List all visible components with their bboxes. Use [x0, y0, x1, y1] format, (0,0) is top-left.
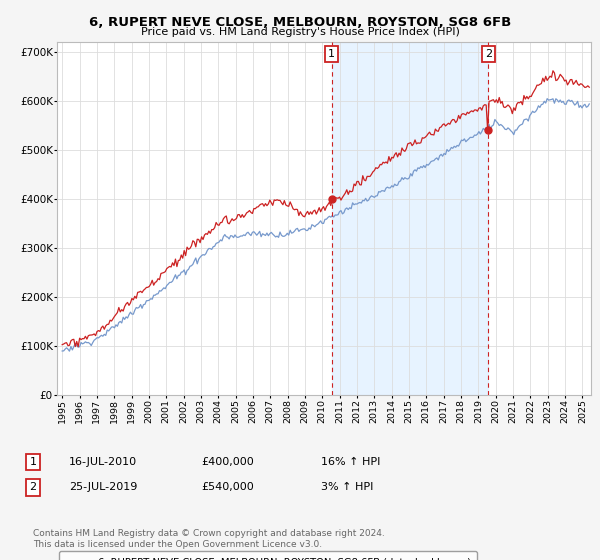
Text: 2: 2	[29, 482, 37, 492]
Text: 25-JUL-2019: 25-JUL-2019	[69, 482, 137, 492]
Text: 3% ↑ HPI: 3% ↑ HPI	[321, 482, 373, 492]
Text: 1: 1	[29, 457, 37, 467]
Text: £540,000: £540,000	[201, 482, 254, 492]
Text: £400,000: £400,000	[201, 457, 254, 467]
Text: 1: 1	[328, 49, 335, 59]
Text: 16-JUL-2010: 16-JUL-2010	[69, 457, 137, 467]
Text: 2: 2	[485, 49, 492, 59]
Bar	[332, 42, 488, 395]
Text: Contains HM Land Registry data © Crown copyright and database right 2024.
This d: Contains HM Land Registry data © Crown c…	[33, 529, 385, 549]
Text: Price paid vs. HM Land Registry's House Price Index (HPI): Price paid vs. HM Land Registry's House …	[140, 27, 460, 37]
Text: 6, RUPERT NEVE CLOSE, MELBOURN, ROYSTON, SG8 6FB: 6, RUPERT NEVE CLOSE, MELBOURN, ROYSTON,…	[89, 16, 511, 29]
Text: 16% ↑ HPI: 16% ↑ HPI	[321, 457, 380, 467]
Legend: 6, RUPERT NEVE CLOSE, MELBOURN, ROYSTON, SG8 6FB (detached house), HPI: Average : 6, RUPERT NEVE CLOSE, MELBOURN, ROYSTON,…	[59, 552, 478, 560]
